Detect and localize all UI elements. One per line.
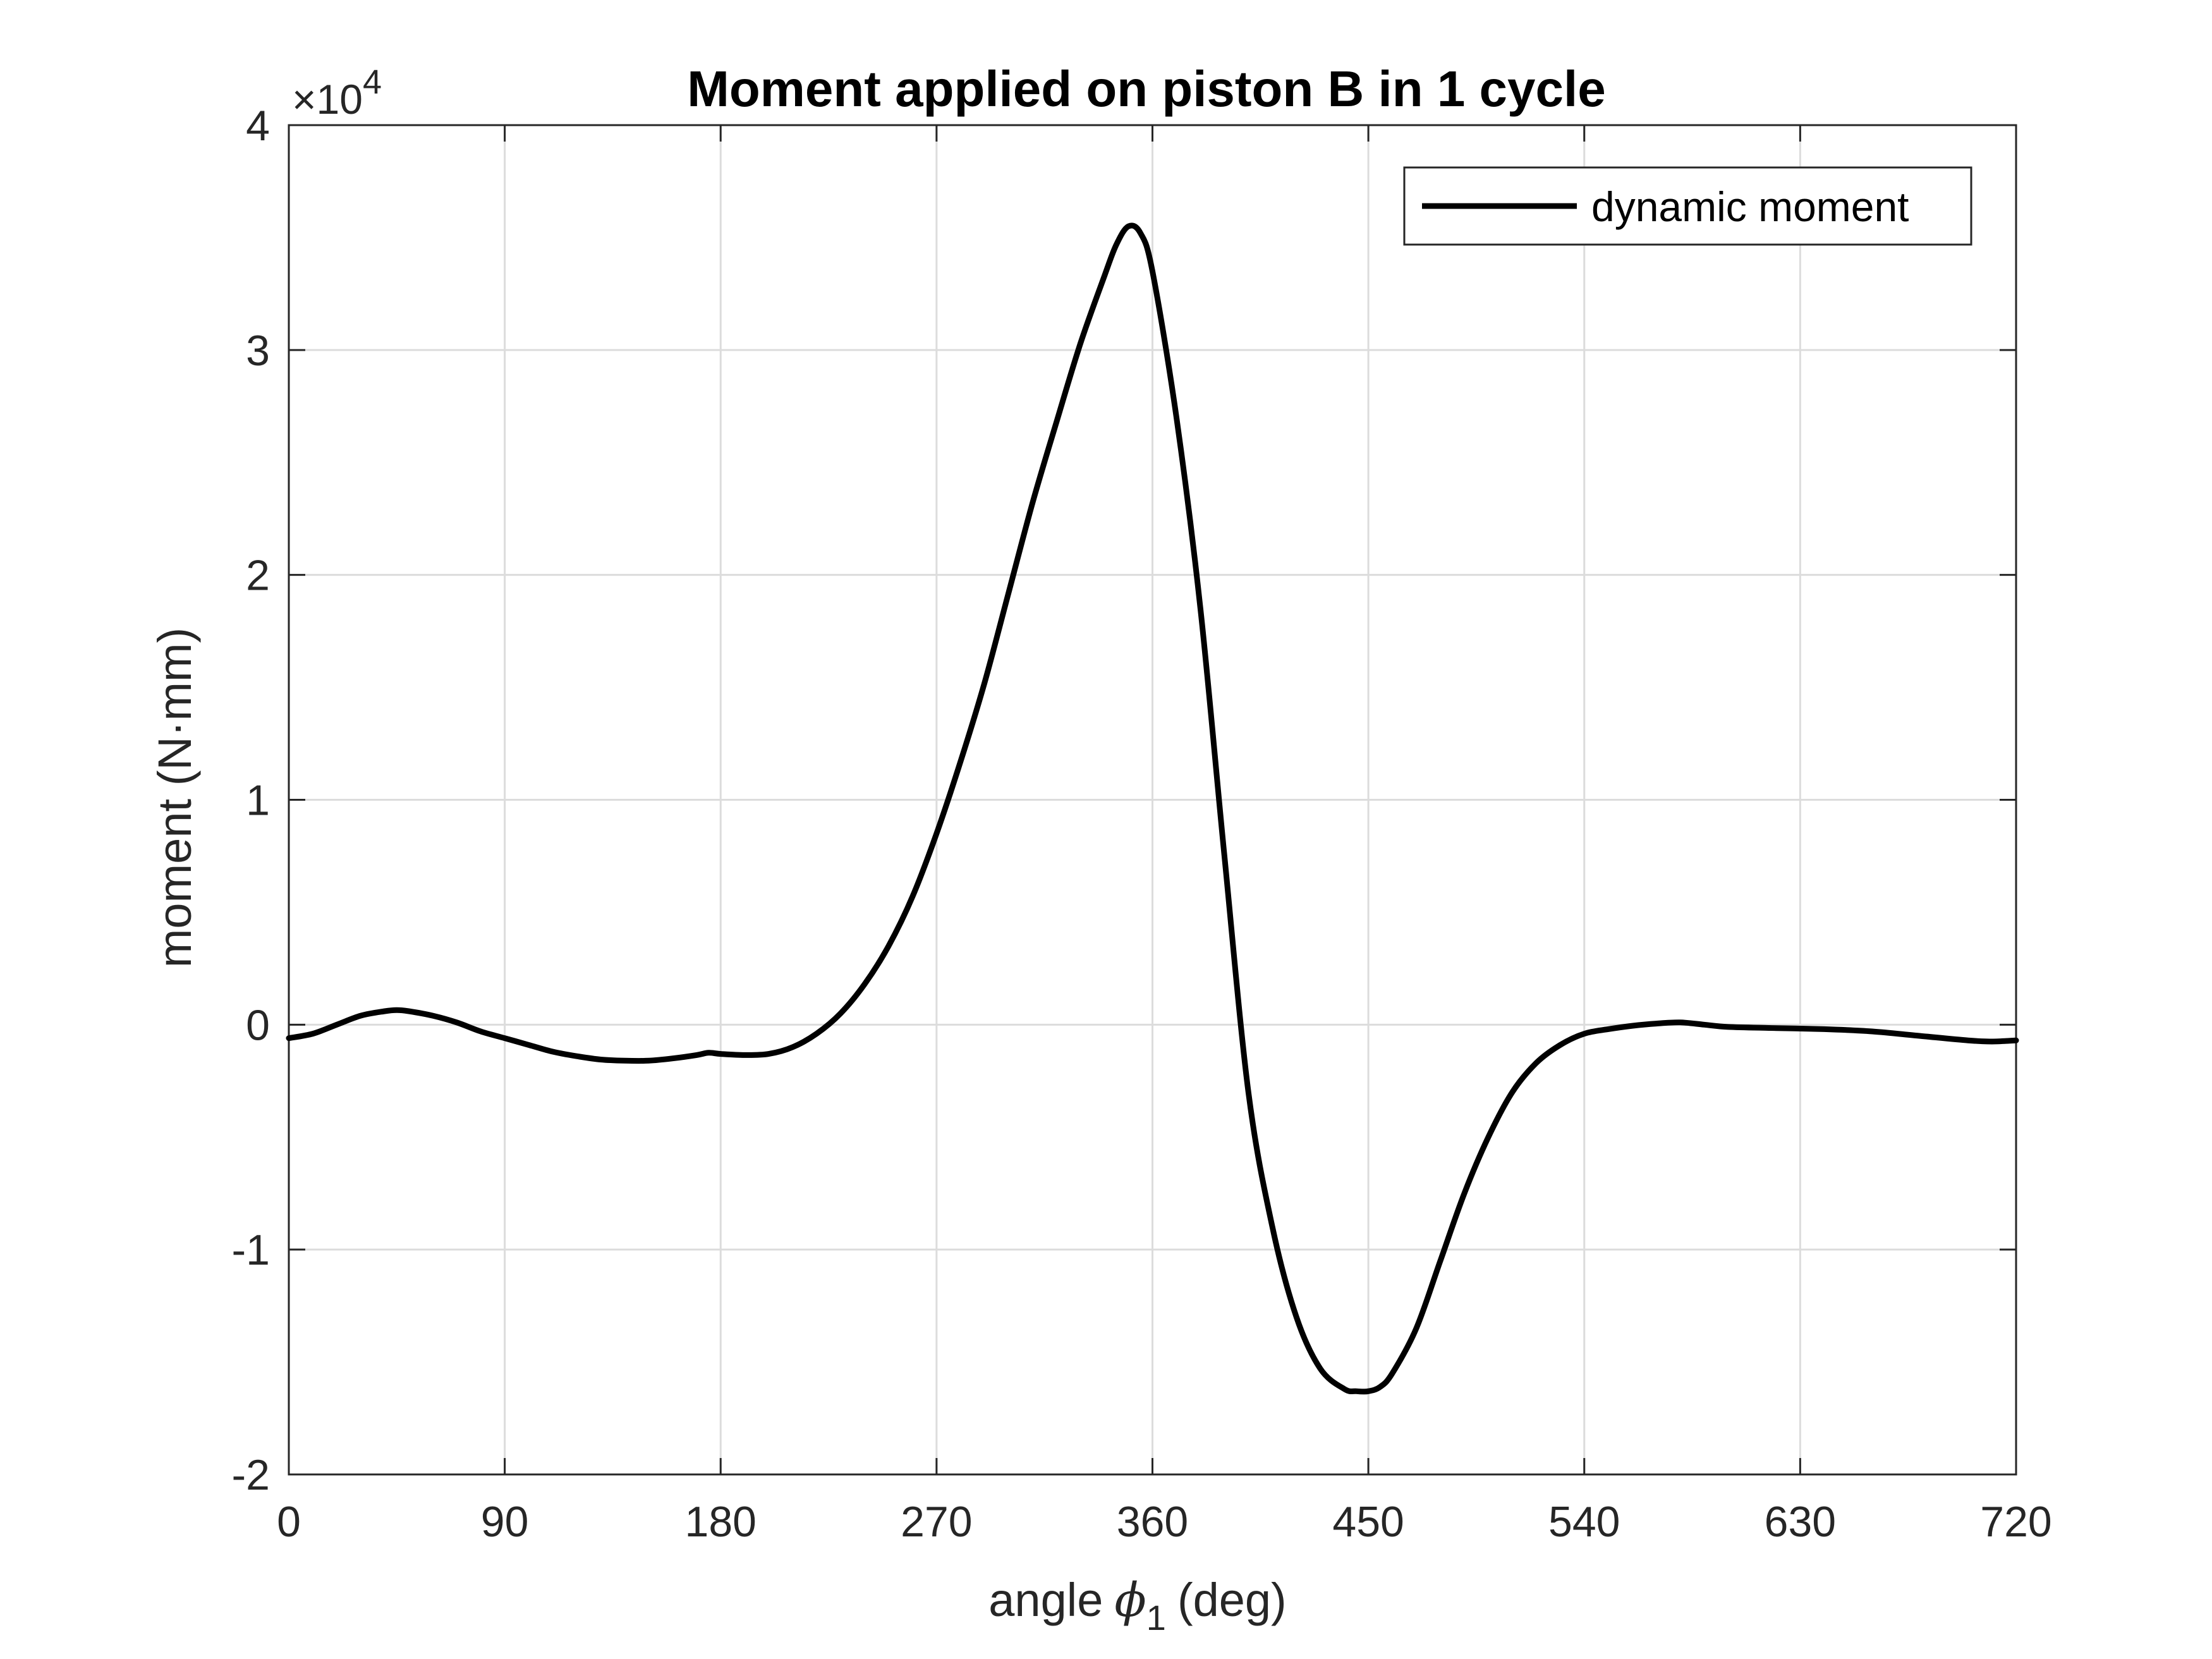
x-axis-label: angle ϕ1 (deg) xyxy=(988,1573,1286,1638)
x-tick-label: 540 xyxy=(1548,1498,1620,1546)
y-tick-label: 2 xyxy=(246,552,270,600)
legend-label: dynamic moment xyxy=(1591,183,1909,230)
chart-title: Moment applied on piston B in 1 cycle xyxy=(687,61,1606,117)
y-tick-label: 1 xyxy=(246,777,270,825)
y-multiplier-exponent: 4 xyxy=(363,63,382,101)
x-tick-label: 360 xyxy=(1117,1498,1188,1546)
series-line-dynamic-moment xyxy=(286,222,2019,1395)
y-multiplier: ×104 xyxy=(292,63,382,123)
x-tick-label: 630 xyxy=(1765,1498,1836,1546)
x-axis-label-text: angle xyxy=(988,1574,1103,1626)
grid xyxy=(289,125,2016,1474)
y-tick-label: 4 xyxy=(246,102,270,150)
x-tick-label: 0 xyxy=(277,1498,301,1546)
y-multiplier-base: ×10 xyxy=(292,76,363,123)
y-axis-label: moment (N·mm) xyxy=(149,628,201,968)
y-tick-label: 0 xyxy=(246,1001,270,1049)
x-tick-label: 90 xyxy=(481,1498,529,1546)
series-layer xyxy=(286,222,2019,1395)
y-tick-label: 3 xyxy=(246,327,270,375)
legend: dynamic moment xyxy=(1403,166,1972,246)
x-axis-label-symbol: ϕ xyxy=(1114,1573,1146,1627)
x-tick-label: 720 xyxy=(1980,1498,2051,1546)
x-tick-label: 450 xyxy=(1332,1498,1404,1546)
y-tick-label: -2 xyxy=(232,1451,270,1499)
x-axis-label-subscript: 1 xyxy=(1146,1598,1166,1638)
x-tick-label: 270 xyxy=(901,1498,972,1546)
x-axis-label-unit: (deg) xyxy=(1177,1574,1287,1626)
x-tick-label: 180 xyxy=(685,1498,757,1546)
ticks: 0 90 180 270 360 450 540 630 720 -2 -1 0 1 2 3 4 xyxy=(232,102,2052,1546)
y-tick-label: -1 xyxy=(232,1226,270,1274)
